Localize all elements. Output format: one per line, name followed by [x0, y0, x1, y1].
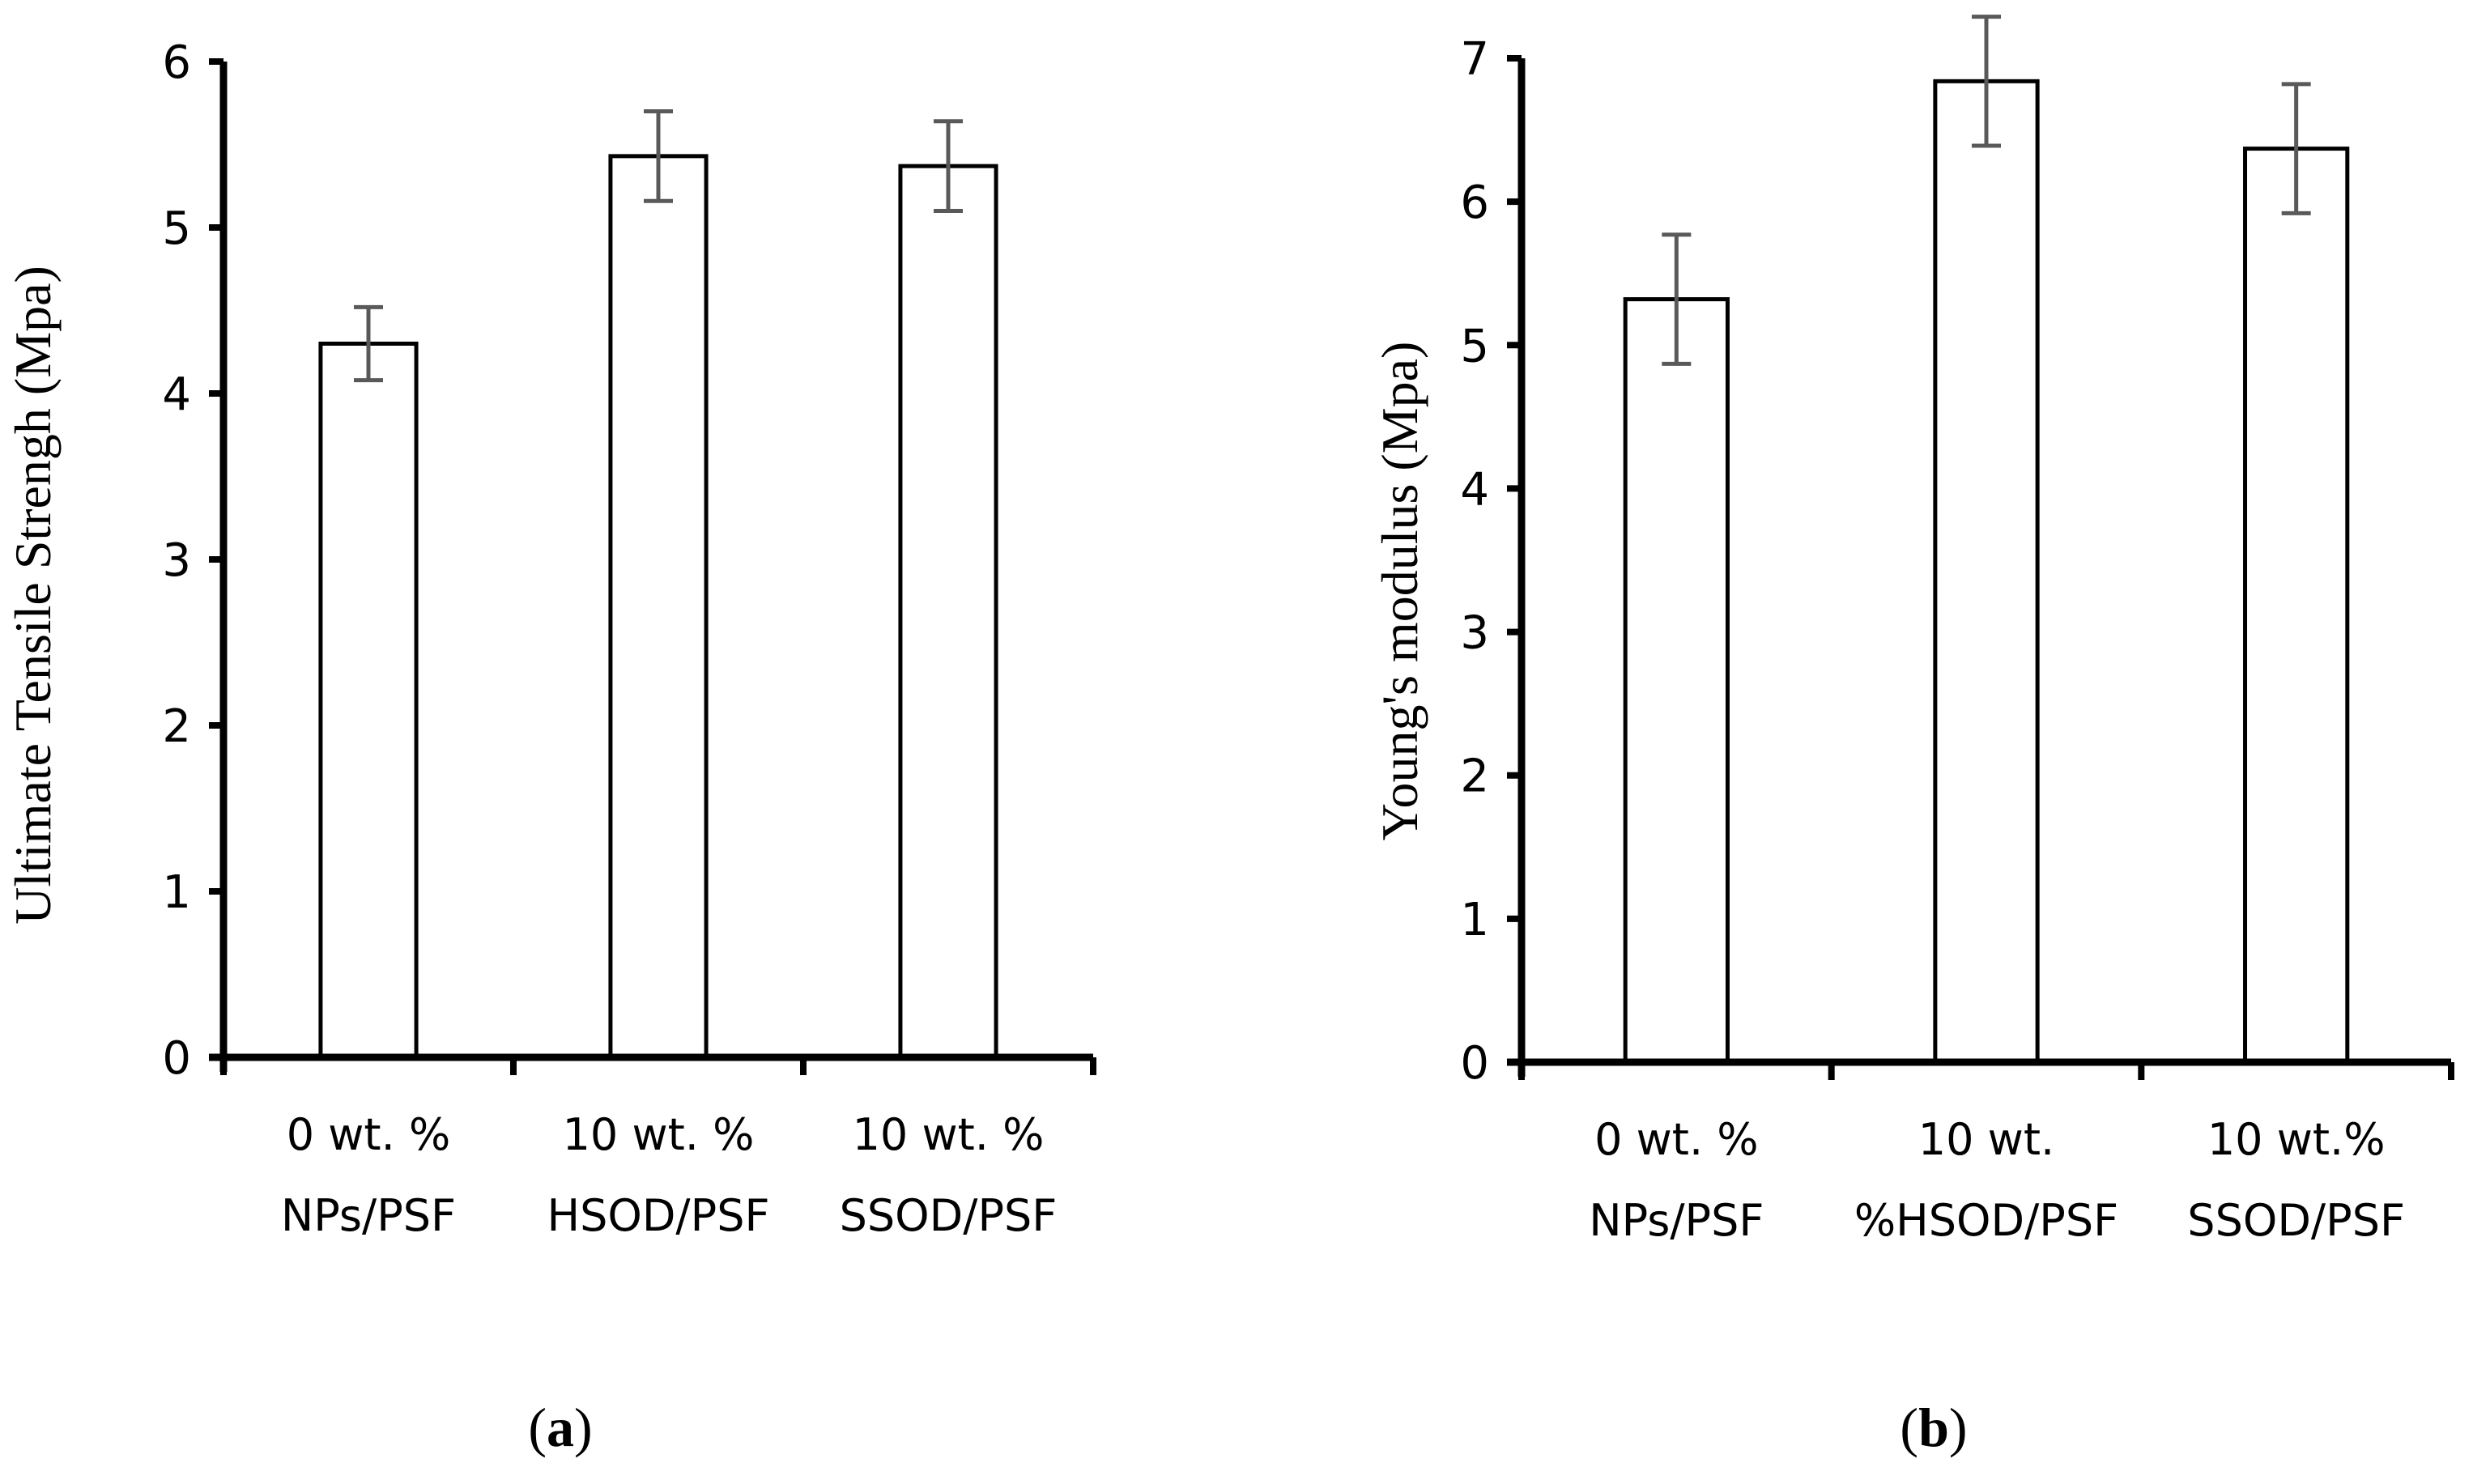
x-category-line: NPs/PSF — [281, 1190, 456, 1241]
x-category-label-1: 0 wt. % NPs/PSF — [1589, 1114, 1764, 1246]
bar-3 — [898, 164, 998, 1060]
y-tick-label: 1 — [162, 866, 191, 919]
y-tick-label: 3 — [1460, 607, 1489, 660]
y-tick-label: 4 — [1460, 463, 1489, 516]
x-category-label-3: 10 wt.% SSOD/PSF — [2187, 1114, 2405, 1246]
panel-label: (b) — [1900, 1397, 1967, 1458]
bar-2 — [608, 154, 709, 1060]
y-tick-label: 7 — [1460, 33, 1489, 86]
x-category-line: 10 wt. % — [853, 1109, 1045, 1160]
x-category-line: 10 wt. — [1918, 1114, 2054, 1165]
y-tick-label: 6 — [162, 36, 191, 89]
y-tick-label: 6 — [1460, 176, 1489, 229]
bar-2 — [1933, 79, 2040, 1065]
x-category-label-2: 10 wt. %HSOD/PSF — [1854, 1114, 2118, 1246]
y-tick-label: 5 — [1460, 320, 1489, 372]
panel-label: (a) — [528, 1397, 592, 1458]
y-tick-label: 0 — [162, 1032, 191, 1085]
x-category-line: SSOD/PSF — [840, 1190, 1058, 1241]
bar-1 — [318, 342, 419, 1060]
x-category-line: 0 wt. % — [1594, 1114, 1759, 1165]
bar-3 — [2243, 147, 2350, 1065]
x-category-line: HSOD/PSF — [547, 1190, 769, 1241]
y-axis-label: Young's modulus (Mpa) — [1371, 342, 1428, 841]
y-tick-label: 2 — [162, 700, 191, 753]
x-category-label-2: 10 wt. % HSOD/PSF — [547, 1109, 769, 1241]
y-tick-label: 1 — [1460, 894, 1489, 946]
y-tick-label: 4 — [162, 368, 191, 421]
x-category-label-3: 10 wt. % SSOD/PSF — [840, 1109, 1058, 1241]
x-category-line: 10 wt. % — [563, 1109, 755, 1160]
panel-label-part: ( — [528, 1397, 547, 1458]
y-axis-label: Ultimate Tensile Strengh (Mpa) — [4, 266, 62, 925]
x-category-line: SSOD/PSF — [2187, 1195, 2405, 1246]
panel-label-part: ) — [574, 1397, 593, 1458]
panel-label-part: b — [1918, 1397, 1949, 1458]
x-category-line: %HSOD/PSF — [1854, 1195, 2118, 1246]
y-tick-label: 2 — [1460, 751, 1489, 803]
y-tick-label: 5 — [162, 202, 191, 255]
x-category-label-1: 0 wt. % NPs/PSF — [281, 1109, 456, 1241]
panel-label-part: a — [547, 1397, 574, 1458]
x-category-line: NPs/PSF — [1589, 1195, 1764, 1246]
panel-label-part: ) — [1949, 1397, 1968, 1458]
panel-label-part: ( — [1900, 1397, 1918, 1458]
x-category-line: 0 wt. % — [287, 1109, 451, 1160]
y-tick-label: 3 — [162, 534, 191, 587]
x-category-line: 10 wt.% — [2207, 1114, 2386, 1165]
bar-1 — [1623, 297, 1730, 1065]
y-tick-label: 0 — [1460, 1037, 1489, 1090]
